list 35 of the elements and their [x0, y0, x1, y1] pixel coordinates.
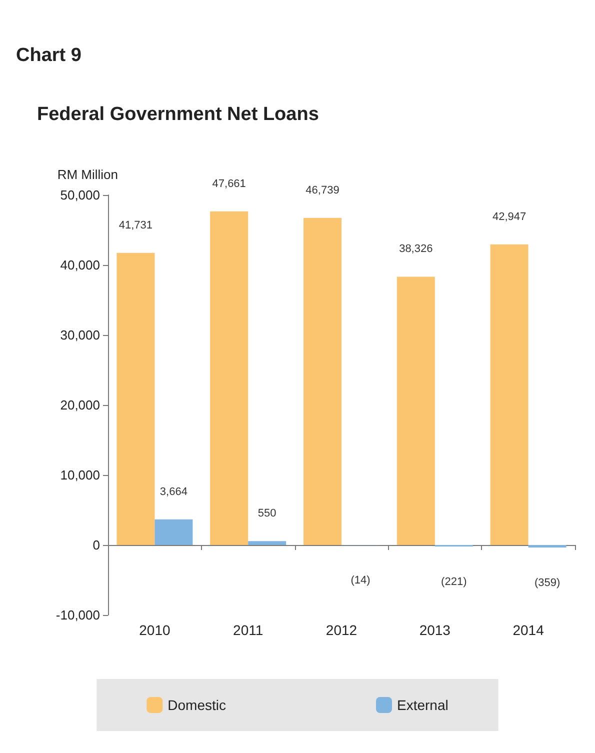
bar [490, 244, 528, 545]
x-tick-label: 2012 [326, 622, 358, 638]
bar [210, 211, 248, 545]
x-tick-label: 2013 [419, 622, 451, 638]
y-tick-label: 10,000 [60, 468, 100, 482]
legend-label: External [396, 697, 448, 713]
bar [528, 545, 566, 548]
y-tick-label: 40,000 [60, 258, 100, 272]
data-label: 42,947 [492, 210, 526, 223]
data-label: 38,326 [399, 243, 433, 256]
data-label: (14) [350, 574, 370, 587]
data-label: 550 [258, 508, 276, 520]
data-label: 41,731 [118, 219, 153, 232]
y-tick-label: -10,000 [56, 608, 100, 622]
data-label: (359) [534, 577, 560, 590]
bar [154, 519, 193, 545]
data-label: 46,739 [306, 184, 340, 196]
data-label: (221) [441, 576, 467, 588]
data-label: 3,664 [160, 486, 188, 498]
x-tick-label: 2011 [233, 622, 264, 638]
data-label: 47,661 [212, 178, 246, 190]
y-tick-label: 50,000 [60, 188, 100, 202]
x-tick-label: 2014 [512, 622, 544, 638]
chart-title: Federal Government Net Loans [37, 104, 319, 125]
y-axis-title: RM Million [57, 167, 118, 182]
bar [304, 218, 342, 545]
y-tick-label: 0 [92, 538, 100, 552]
legend-label: Domestic [168, 697, 226, 713]
bar [116, 252, 155, 545]
y-tick-label: 30,000 [60, 328, 100, 342]
bar [396, 276, 435, 545]
bar [248, 541, 286, 545]
x-tick-label: 2010 [139, 622, 170, 638]
y-tick-label: 20,000 [60, 398, 100, 412]
caption: Chart 9 [16, 45, 82, 66]
